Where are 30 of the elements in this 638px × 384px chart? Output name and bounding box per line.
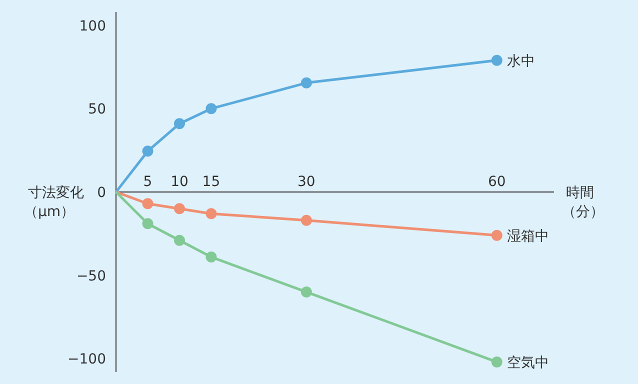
point (491, 230, 502, 241)
series-label: 湿箱中 (506, 228, 549, 244)
y-tick-label: −50 (76, 268, 106, 284)
y-tick-label: 100 (79, 18, 106, 34)
point (206, 208, 217, 220)
point (142, 146, 154, 157)
y-axis-title: 寸法変化（μm） (24, 185, 84, 220)
x-tick-label: 30 (298, 174, 316, 190)
point (300, 214, 312, 226)
y-tick-label: −100 (68, 352, 106, 368)
point (206, 252, 217, 262)
y-tick-label: 0 (97, 185, 106, 201)
point (174, 234, 185, 246)
point (142, 218, 154, 230)
series-label: 空気中 (506, 355, 549, 371)
point (300, 286, 312, 298)
y-tick-label: 50 (88, 102, 106, 118)
x-tick-label: 60 (488, 174, 506, 190)
point (491, 356, 502, 368)
point (174, 118, 185, 130)
series-label: 水中 (506, 53, 535, 70)
x-tick-label: 5 (143, 174, 152, 190)
point (174, 203, 185, 214)
x-axis-title: 時間（分） (562, 185, 604, 220)
point (491, 54, 502, 66)
x-tick-label: 15 (202, 174, 220, 190)
point (206, 103, 217, 114)
x-tick-label: 10 (170, 174, 188, 190)
point (300, 77, 312, 88)
point (142, 198, 154, 210)
